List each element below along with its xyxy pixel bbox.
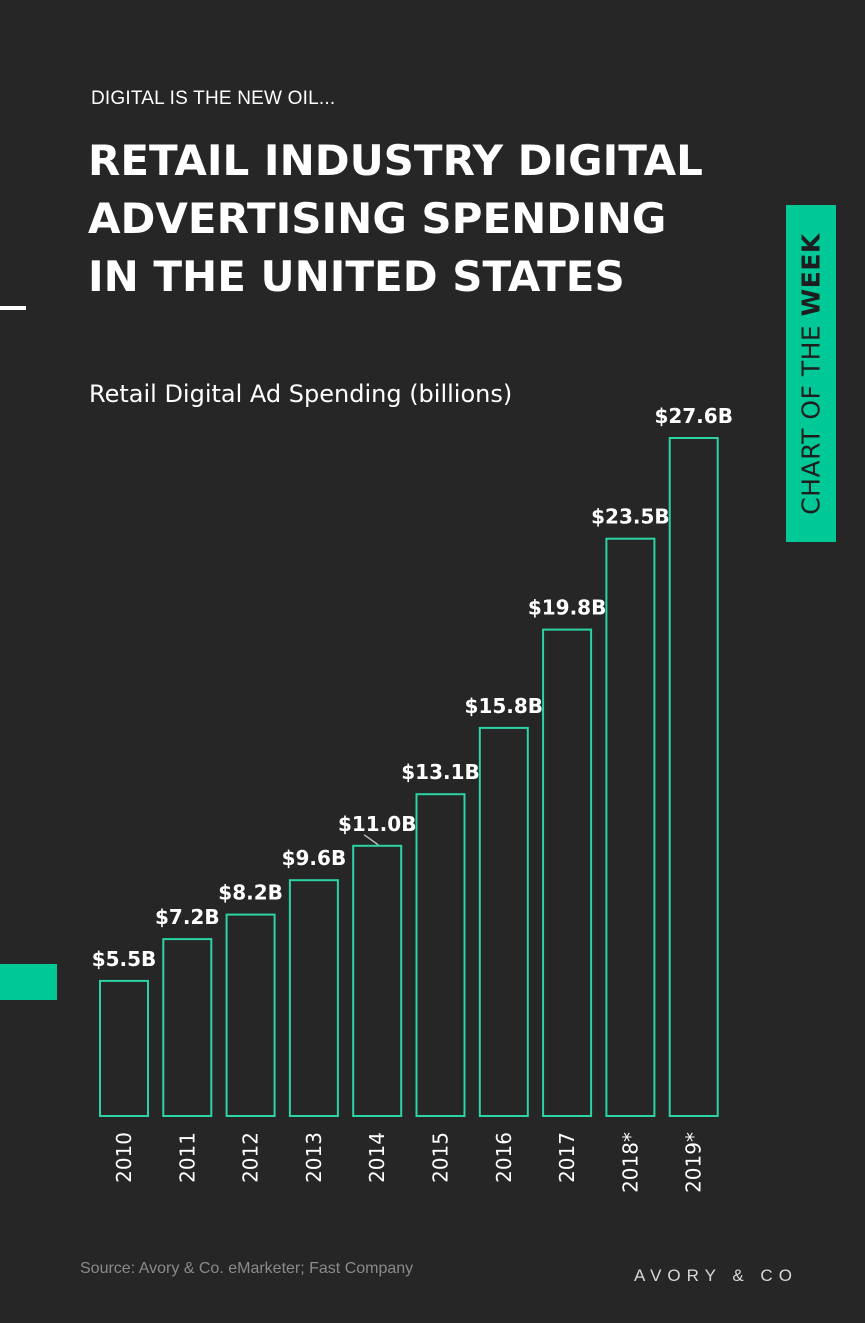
x-tick-label-2011: 2011 [175, 1132, 199, 1183]
x-tick-label-2012: 2012 [239, 1132, 263, 1183]
accent-block [0, 964, 57, 1000]
data-label-2018: $23.5B [591, 505, 670, 529]
bar-2012 [225, 913, 276, 1117]
title-line-1: RETAIL INDUSTRY DIGITAL [88, 136, 703, 185]
x-tick-label-2016: 2016 [492, 1132, 516, 1183]
data-label-2014: $11.0B [338, 812, 417, 836]
data-label-2010: $5.5B [92, 947, 157, 971]
brand-wordmark: AVORY & CO [634, 1266, 798, 1285]
data-label-2017: $19.8B [528, 596, 607, 620]
bar-2017 [542, 628, 593, 1117]
data-label-2012: $8.2B [218, 881, 283, 905]
bar-2015 [415, 793, 466, 1117]
chart-of-the-week-tab: CHART OF THE WEEK [786, 205, 836, 542]
bar-2016 [478, 726, 529, 1118]
page-title: RETAIL INDUSTRY DIGITAL ADVERTISING SPEN… [88, 132, 768, 306]
bar-2019 [668, 437, 719, 1117]
accent-line [0, 306, 26, 310]
source-note: Source: Avory & Co. eMarketer; Fast Comp… [80, 1260, 414, 1277]
data-label-2011: $7.2B [155, 905, 220, 929]
title-line-3: IN THE UNITED STATES [88, 252, 625, 301]
data-label-2019: $27.6B [654, 404, 733, 428]
data-label-2016: $15.8B [465, 694, 544, 718]
title-line-2: ADVERTISING SPENDING [88, 194, 667, 243]
bar-2018 [605, 537, 656, 1117]
bar-2014 [352, 844, 403, 1117]
kicker-text: DIGITAL IS THE NEW OIL... [91, 88, 336, 109]
x-tick-label-2010: 2010 [112, 1132, 136, 1183]
x-tick-label-2019: 2019* [682, 1132, 706, 1193]
bar-2010 [99, 979, 149, 1118]
x-tick-label-2017: 2017 [555, 1132, 579, 1183]
x-tick-label-2013: 2013 [302, 1132, 326, 1183]
x-tick-label-2018: 2018* [618, 1132, 642, 1193]
bar-2013 [288, 879, 339, 1118]
data-label-2015: $13.1B [401, 760, 480, 784]
label-leader-line [363, 834, 379, 846]
bar-2011 [162, 938, 213, 1117]
x-tick-label-2014: 2014 [365, 1132, 389, 1183]
x-tick-label-2015: 2015 [429, 1132, 453, 1183]
data-label-2013: $9.6B [282, 846, 347, 870]
chart-title: Retail Digital Ad Spending (billions) [89, 380, 513, 408]
